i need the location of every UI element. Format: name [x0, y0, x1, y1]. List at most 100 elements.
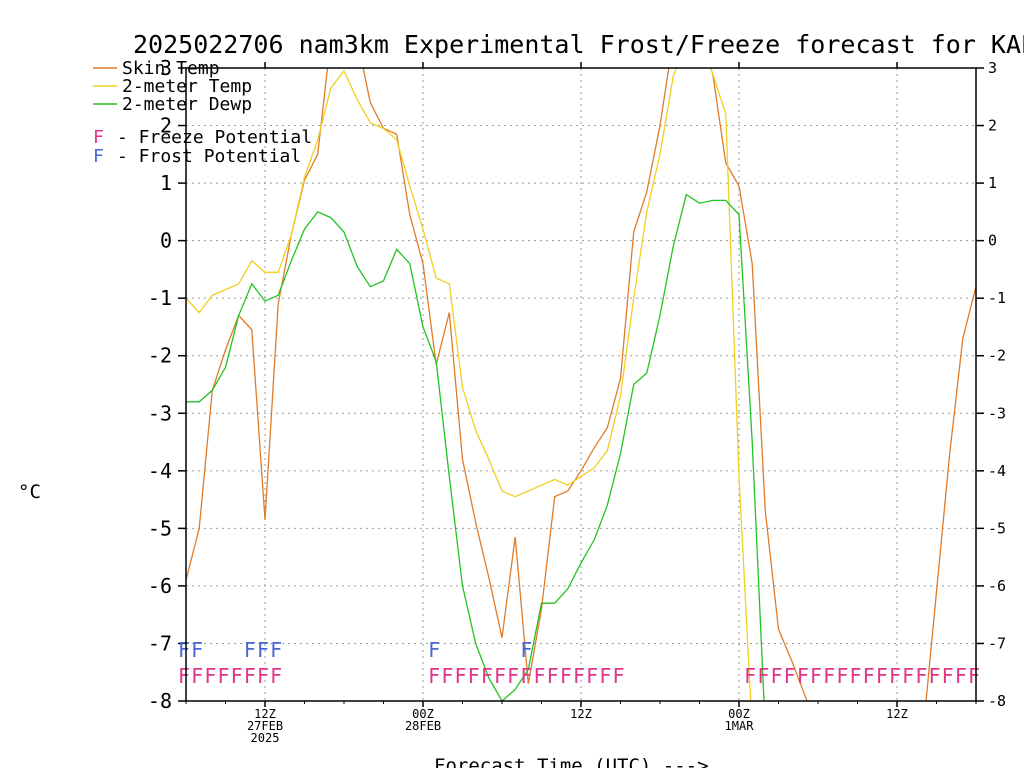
frost-potential-marker: F: [520, 638, 532, 662]
y-axis-label: °C: [18, 481, 41, 503]
freeze-potential-marker: F: [204, 664, 216, 688]
freeze-potential-marker: F: [968, 664, 980, 688]
freeze-potential-marker: F: [955, 664, 967, 688]
frost-potential-marker: F: [244, 638, 256, 662]
y-tick-label-left: 2: [160, 114, 172, 138]
legend-marker-label: - Frost Potential: [117, 146, 301, 167]
freeze-potential-marker: F: [231, 664, 243, 688]
frost-potential-marker: F: [257, 638, 269, 662]
y-tick-label-right: -8: [988, 692, 1006, 710]
y-tick-label-left: 3: [160, 56, 172, 80]
y-tick-label-right: -4: [988, 462, 1006, 480]
freeze-potential-marker: F: [547, 664, 559, 688]
x-tick-label: 12Z: [254, 707, 276, 721]
freeze-potential-marker: F: [468, 664, 480, 688]
x-tick-label: 12Z: [886, 707, 908, 721]
plot-frame: [185, 67, 977, 702]
x-tick-label: 27FEB: [247, 719, 283, 733]
legend-marker-symbol: F: [93, 127, 104, 148]
freeze-potential-marker: F: [836, 664, 848, 688]
y-tick-label-right: -2: [988, 347, 1006, 365]
freeze-potential-marker: F: [850, 664, 862, 688]
frost-potential-marker: F: [191, 638, 203, 662]
freeze-potential-marker: F: [915, 664, 927, 688]
freeze-potential-marker: F: [244, 664, 256, 688]
y-tick-label-right: -3: [988, 404, 1006, 422]
chart-title: 2025022706 nam3km Experimental Frost/Fre…: [133, 30, 1024, 59]
freeze-potential-marker: F: [744, 664, 756, 688]
frost-potential-marker: F: [178, 638, 190, 662]
freeze-potential-marker: F: [573, 664, 585, 688]
y-tick-label-left: -6: [148, 574, 172, 598]
freeze-potential-marker: F: [428, 664, 440, 688]
freeze-potential-marker: F: [441, 664, 453, 688]
freeze-potential-marker: F: [599, 664, 611, 688]
y-tick-label-left: 1: [160, 171, 172, 195]
freeze-potential-marker: F: [613, 664, 625, 688]
series-line-2-meter-dewp: [186, 193, 765, 701]
x-tick-label: 28FEB: [405, 719, 441, 733]
legend-marker-label: - Freeze Potential: [117, 127, 312, 148]
freeze-potential-marker: F: [889, 664, 901, 688]
freeze-potential-marker: F: [876, 664, 888, 688]
y-tick-label-left: -8: [148, 689, 172, 713]
y-tick-label-left: -2: [148, 344, 172, 368]
legend-label: Skin Temp: [122, 58, 220, 79]
y-tick-label-right: -5: [988, 519, 1006, 537]
y-tick-label-right: -7: [988, 634, 1006, 652]
freeze-potential-marker: F: [218, 664, 230, 688]
freeze-potential-marker: F: [929, 664, 941, 688]
y-tick-label-right: -1: [988, 289, 1006, 307]
freeze-potential-marker: F: [560, 664, 572, 688]
x-tick-label: 00Z: [412, 707, 434, 721]
freeze-potential-marker: F: [797, 664, 809, 688]
y-tick-label-left: -7: [148, 631, 172, 655]
grid-lines: [186, 68, 976, 701]
y-tick-label-left: -1: [148, 286, 172, 310]
freeze-potential-marker: F: [494, 664, 506, 688]
freeze-potential-marker: F: [178, 664, 190, 688]
legend-marker-symbol: F: [93, 146, 104, 167]
x-tick-label: 1MAR: [725, 719, 755, 733]
freeze-potential-marker: F: [507, 664, 519, 688]
y-tick-label-left: 0: [160, 229, 172, 253]
freeze-potential-marker: F: [757, 664, 769, 688]
freeze-potential-marker: F: [863, 664, 875, 688]
freeze-potential-marker: F: [520, 664, 532, 688]
frost-potential-marker: F: [428, 638, 440, 662]
freeze-potential-marker: F: [771, 664, 783, 688]
frost-potential-marker: F: [270, 638, 282, 662]
freeze-potential-marker: F: [455, 664, 467, 688]
y-tick-label-right: 1: [988, 174, 997, 192]
freeze-potential-marker: F: [586, 664, 598, 688]
freeze-potential-marker: F: [257, 664, 269, 688]
y-tick-label-right: -6: [988, 577, 1006, 595]
x-tick-label: 2025: [251, 731, 280, 745]
freeze-potential-marker: F: [823, 664, 835, 688]
x-axis-label: Forecast Time (UTC) --->: [434, 755, 709, 768]
freeze-potential-marker: F: [191, 664, 203, 688]
y-tick-label-left: -4: [148, 459, 172, 483]
y-tick-label-left: -5: [148, 516, 172, 540]
y-tick-label-left: -3: [148, 401, 172, 425]
axis-ticks: -8 -8 -7 -7 -6 -6 -5 -5 -4 -4 -3 -3 -2 -2 -1 -1 0 0 1 1 2 2 3 3…: [148, 56, 1006, 745]
freeze-potential-marker: F: [810, 664, 822, 688]
y-tick-label-right: 0: [988, 232, 997, 250]
legend-label: 2-meter Temp: [122, 76, 252, 97]
y-tick-label-right: 3: [988, 59, 997, 77]
x-tick-label: 12Z: [570, 707, 592, 721]
series-lines: [186, 68, 976, 701]
freeze-potential-marker: F: [784, 664, 796, 688]
legend-label: 2-meter Dewp: [122, 94, 252, 115]
freeze-potential-marker: F: [942, 664, 954, 688]
freeze-potential-marker: F: [270, 664, 282, 688]
x-tick-label: 00Z: [728, 707, 750, 721]
freeze-potential-marker: F: [481, 664, 493, 688]
series-line-2-meter-temp: [186, 68, 752, 701]
freeze-potential-marker: F: [534, 664, 546, 688]
y-tick-label-right: 2: [988, 117, 997, 135]
freeze-potential-marker: F: [902, 664, 914, 688]
